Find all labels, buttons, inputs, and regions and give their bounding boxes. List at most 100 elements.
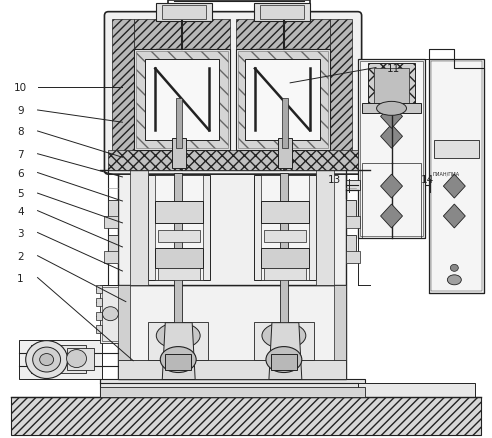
Text: 6: 6	[17, 168, 24, 178]
Polygon shape	[381, 125, 402, 149]
Polygon shape	[443, 205, 465, 229]
Bar	[66, 348, 94, 370]
Bar	[119, 285, 130, 380]
Text: 2: 2	[17, 251, 24, 261]
Ellipse shape	[450, 265, 459, 272]
Bar	[346, 216, 360, 229]
Bar	[130, 171, 148, 285]
Bar	[145, 60, 219, 141]
Bar	[108, 235, 119, 253]
Bar	[346, 201, 356, 219]
Ellipse shape	[26, 341, 67, 378]
Text: 8: 8	[17, 127, 24, 137]
Bar	[368, 64, 415, 109]
Ellipse shape	[66, 350, 87, 367]
Bar	[148, 322, 208, 360]
Ellipse shape	[447, 275, 461, 285]
Bar	[236, 20, 330, 49]
Bar	[358, 384, 475, 398]
Bar	[346, 235, 356, 253]
Bar	[100, 380, 365, 398]
Ellipse shape	[32, 347, 61, 372]
Bar	[260, 6, 304, 20]
Bar	[430, 60, 484, 293]
Bar	[155, 248, 203, 268]
Bar	[96, 312, 102, 320]
Text: 1: 1	[17, 273, 24, 283]
Bar	[100, 285, 121, 343]
Text: 13: 13	[328, 175, 341, 185]
Text: 9: 9	[17, 106, 24, 116]
Bar	[148, 176, 210, 280]
Bar	[96, 298, 102, 306]
Text: 5: 5	[17, 189, 24, 199]
Ellipse shape	[262, 323, 306, 349]
Polygon shape	[381, 205, 402, 229]
Bar	[19, 340, 102, 380]
Bar	[119, 360, 346, 380]
Text: ПИАН/ПИА: ПИАН/ПИА	[433, 171, 460, 176]
Bar	[134, 20, 230, 49]
Bar	[158, 230, 200, 242]
Ellipse shape	[156, 323, 200, 349]
Bar	[280, 174, 288, 323]
Bar	[431, 61, 482, 291]
Bar	[278, 139, 292, 169]
Bar	[330, 20, 352, 167]
Bar	[282, 99, 288, 149]
Bar	[136, 51, 228, 149]
Bar	[174, 174, 182, 323]
Bar	[358, 60, 426, 238]
Bar	[236, 49, 330, 151]
Bar	[245, 60, 320, 141]
Bar	[104, 251, 119, 263]
Bar	[158, 268, 200, 280]
Bar	[113, 20, 134, 167]
Bar	[155, 201, 203, 223]
Polygon shape	[381, 105, 402, 129]
Ellipse shape	[376, 102, 406, 116]
Bar	[254, 176, 316, 280]
Bar	[360, 61, 424, 237]
Bar	[254, 322, 314, 360]
Bar	[134, 49, 230, 151]
Bar	[261, 248, 309, 268]
Text: 4: 4	[17, 206, 24, 216]
Bar	[156, 4, 212, 21]
Bar	[108, 201, 119, 219]
Bar	[165, 354, 191, 370]
Bar	[119, 285, 346, 380]
Bar	[373, 69, 409, 104]
Bar	[316, 171, 334, 285]
Bar	[271, 354, 297, 370]
Text: 11: 11	[387, 64, 400, 73]
Bar	[238, 51, 328, 149]
Bar	[104, 216, 119, 229]
Bar	[434, 141, 479, 159]
Bar	[254, 4, 310, 21]
Polygon shape	[443, 175, 465, 198]
Bar	[362, 164, 422, 238]
Bar	[172, 139, 186, 169]
Bar	[11, 398, 481, 435]
Bar	[100, 388, 365, 398]
Bar	[108, 151, 358, 171]
Bar	[264, 230, 306, 242]
Bar	[96, 285, 102, 293]
Ellipse shape	[40, 354, 54, 366]
Bar	[102, 287, 119, 341]
FancyBboxPatch shape	[104, 13, 362, 175]
Bar	[261, 201, 309, 223]
Text: 10: 10	[14, 83, 27, 93]
Text: 7: 7	[17, 149, 24, 159]
Polygon shape	[381, 175, 402, 198]
Ellipse shape	[160, 347, 196, 373]
Polygon shape	[162, 323, 195, 380]
Bar	[162, 6, 206, 20]
Text: 14: 14	[421, 175, 434, 185]
Bar	[346, 251, 360, 263]
Bar	[96, 325, 102, 333]
Bar	[155, 176, 203, 280]
Bar	[346, 181, 360, 191]
Ellipse shape	[102, 307, 119, 321]
